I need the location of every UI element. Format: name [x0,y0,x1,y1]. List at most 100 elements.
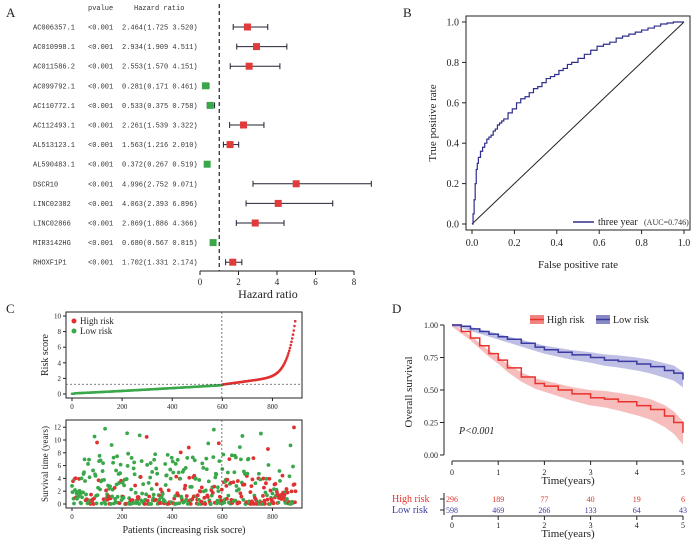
forest-gene-label: MIR3142HG [33,240,71,248]
survival-point [285,490,290,495]
survival-point [287,474,292,479]
survival-point [182,486,187,491]
forest-hr-marker [201,82,209,90]
survival-point [178,450,183,455]
forest-hr-marker [226,141,234,149]
forest-hr-text: 2.464(1.725 3.520) [122,25,198,33]
survival-point [188,501,193,506]
survival-point [81,490,85,495]
roc-x-tick-label: 1.0 [678,238,691,249]
survival-point [70,490,75,495]
survival-point [144,435,149,439]
survival-point [87,457,91,462]
forest-hr-marker [251,219,259,227]
survival-point [131,501,136,506]
km-y-tick-label: 1.00 [424,321,438,330]
survival-point [89,492,93,497]
risk-table-count: 189 [492,495,504,504]
survival-point [173,461,178,466]
risk-table-count: 40 [587,495,595,504]
roc-plot: 0.0 0.2 0.4 0.6 0.8 1.0 0.0 0.2 0.4 0.6 0.8 1.0 Fal… [427,15,691,271]
survival-point [192,458,197,463]
forest-hr-marker [229,258,237,266]
roc-legend-auc: (AUC=0.746) [644,218,689,227]
survival-point [233,455,238,460]
risk-score-point [287,351,290,355]
survival-point [226,493,231,498]
survival-point [277,469,282,473]
forest-hr-marker [240,121,248,129]
survival-point [224,483,229,488]
survival-point [100,469,105,473]
survival-point [133,490,138,495]
survival-point [93,473,98,478]
forest-gene-label: AC010998.1 [33,44,75,52]
survival-point [291,464,295,469]
survival-point [248,490,253,495]
survival-point [73,488,77,492]
survival-point [264,481,268,486]
km-y-tick-label: 0.25 [424,419,438,428]
survival-point [177,501,182,506]
legend-high-label: High risk [80,316,114,326]
survival-point [204,467,209,472]
survival-time-x-label: Patients (increasing risk socre) [122,525,245,536]
survival-point [205,494,210,499]
survival-point [215,485,220,490]
survival-point [221,452,226,457]
forest-gene-label: AC112493.1 [33,123,75,131]
forest-pvalue: <0.001 [88,64,113,72]
survival-point [98,487,102,492]
legend-low-dot [71,328,77,334]
risk-x-tick-label: 600 [217,403,228,411]
survival-point [91,502,96,506]
survival-point [126,451,131,456]
forest-gene-label: AC006357.1 [33,25,75,33]
risk-score-point [293,324,296,328]
survival-point [262,485,266,490]
km-y-tick-label: 0.75 [424,354,438,363]
survival-point [249,484,254,489]
risk-table-x-tick-label: 2 [542,521,546,530]
survival-point [261,493,265,498]
km-curve-high [452,324,684,433]
forest-pvalue: <0.001 [88,103,113,111]
survival-point [149,502,154,506]
survival-point [125,464,130,468]
survival-point [202,495,207,500]
survival-point [276,493,280,497]
survival-point [91,468,95,473]
survival-point [238,491,243,496]
risk-y-tick-label: 2 [58,375,62,383]
survival-point [137,433,142,438]
survival-point [124,477,129,481]
survival-point [73,476,78,481]
survival-point [259,431,263,436]
survival-point [148,461,153,465]
survival-point [268,502,272,506]
survival-point [229,453,234,458]
survival-point [118,462,123,467]
survival-point [129,456,134,460]
survival-point [293,500,297,505]
survival-point [212,484,217,489]
survival-point [145,498,150,503]
survival-point [102,477,106,482]
survival-point [129,487,134,492]
survival-point [146,481,151,485]
survival-point [273,481,278,486]
survival-point [173,494,178,498]
km-band-low [452,325,683,388]
survival-point [168,467,173,472]
survival-point [184,494,189,498]
panel-label-d: D [392,301,401,316]
forest-pvalue: <0.001 [88,260,113,268]
survival-point [175,457,180,462]
km-plot: 0 1 2 3 4 5 0.00 0.25 0.50 0.75 1.00 Overall survi… [392,315,687,540]
forest-hr-text: 2.553(1.570 4.151) [122,64,198,72]
survival-point [258,477,263,482]
forest-pvalue: <0.001 [88,25,113,33]
roc-x-tick-label: 0.6 [593,238,606,249]
survival-point [217,459,222,464]
km-y-tick-label: 0.00 [424,451,438,460]
